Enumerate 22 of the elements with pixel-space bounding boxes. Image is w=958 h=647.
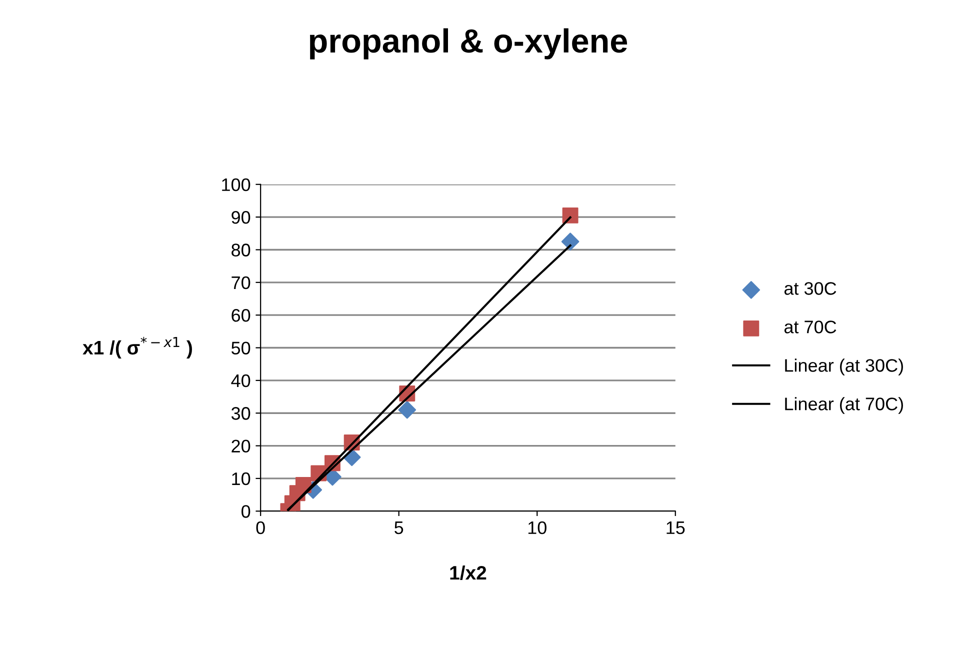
y-tick-label: 20 bbox=[232, 440, 250, 453]
y-axis-title: x1 /( σ$^{*−x1}$ ) bbox=[82, 336, 192, 358]
y-tick-label: 100 bbox=[222, 178, 250, 192]
x-tick-label: 15 bbox=[666, 522, 685, 534]
y-tick-label: 10 bbox=[232, 472, 250, 486]
x-tick-label: 10 bbox=[528, 521, 546, 534]
x-axis-title: 1/x2 bbox=[450, 565, 486, 580]
chart-title: propanol & o-xylene bbox=[310, 28, 628, 60]
legend-label: at 70C bbox=[784, 320, 836, 334]
y-tick-label: 50 bbox=[231, 342, 250, 354]
y-tick-label: 80 bbox=[232, 244, 250, 256]
y-tick-label: 40 bbox=[231, 374, 250, 388]
y-tick-label: 30 bbox=[231, 407, 250, 420]
y-tick-label: 70 bbox=[232, 276, 250, 290]
y-tick-label: 0 bbox=[242, 505, 250, 518]
y-tick-label: 90 bbox=[232, 211, 250, 224]
legend-label: Linear (at 30C) bbox=[785, 358, 903, 376]
x-tick-label: 5 bbox=[394, 522, 404, 534]
legend-label: Linear (at 70C) bbox=[785, 397, 903, 414]
legend-label: at 30C bbox=[784, 282, 836, 295]
y-tick-label: 60 bbox=[232, 309, 250, 322]
x-tick-label: 0 bbox=[256, 521, 265, 534]
